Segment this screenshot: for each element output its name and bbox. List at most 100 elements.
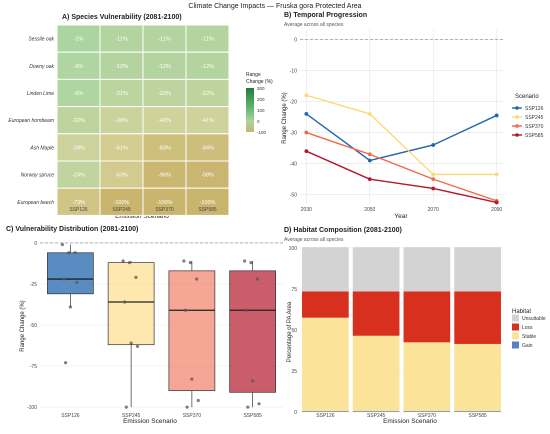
heatmap-cell xyxy=(142,133,187,162)
bar-segment-loss xyxy=(454,291,501,344)
x-tick-label: 2090 xyxy=(491,207,502,213)
heatmap-cell xyxy=(142,160,187,189)
series-line-ssp245 xyxy=(306,94,497,176)
box-ssp370 xyxy=(168,270,216,392)
series-point-ssp585 xyxy=(494,200,499,205)
bar-segment-stable xyxy=(454,343,501,412)
data-point xyxy=(195,277,199,281)
series-line-ssp370 xyxy=(306,131,497,202)
heatmap-cell xyxy=(56,187,101,216)
heatmap-cell-label: -100% xyxy=(200,200,216,206)
heatmap-cell-label: -98% xyxy=(201,173,214,179)
heatmap-cell xyxy=(56,78,101,108)
data-point xyxy=(127,261,132,265)
x-tick-label: SSP245 xyxy=(122,413,141,419)
legend-label: SSP370 xyxy=(525,124,544,130)
heatmap-cell-label: -12% xyxy=(201,64,214,70)
heatmap-row-label: Linden Lime xyxy=(27,91,54,97)
heatmap-row-label: European hornbeam xyxy=(8,118,54,124)
x-tick-label: SSP585 xyxy=(243,413,262,419)
series-point-ssp370 xyxy=(304,130,309,135)
heatmap-cell-label: -12% xyxy=(115,64,128,70)
color-legend-tick: -100 xyxy=(257,130,267,135)
panel-a-legend-title-1: Range xyxy=(246,72,261,78)
heatmap-cell-label: -21% xyxy=(115,91,128,97)
series-point-ssp126 xyxy=(494,113,499,118)
series-point-ssp370 xyxy=(367,152,372,157)
heatmap-cell xyxy=(185,160,230,189)
data-point xyxy=(63,361,68,365)
y-tick-label: 25 xyxy=(291,369,297,375)
x-tick-label: 2030 xyxy=(301,207,312,213)
heatmap-cell-label: -96% xyxy=(158,173,171,179)
data-point xyxy=(185,405,189,409)
y-tick-label: 0 xyxy=(34,241,37,247)
heatmap-cell-label: -61% xyxy=(115,145,128,151)
data-point xyxy=(135,344,140,348)
legend-label: Gain xyxy=(522,343,533,349)
series-point-ssp126 xyxy=(304,111,309,116)
panel-d-subtitle: Average across all species xyxy=(284,237,344,243)
series-point-ssp245 xyxy=(367,111,372,116)
y-tick-label: -20 xyxy=(290,99,297,105)
heatmap-cell xyxy=(142,106,187,135)
data-point xyxy=(196,398,200,403)
panel-d-legend-title: Habitat xyxy=(512,309,531,315)
data-point xyxy=(257,402,261,406)
data-point xyxy=(249,261,253,265)
y-tick-label: -30 xyxy=(290,131,297,137)
panel-b-subtitle: Average across all species xyxy=(284,22,344,28)
data-point xyxy=(60,242,64,247)
heatmap-cell-label: -100% xyxy=(157,200,173,206)
x-tick-label: SSP126 xyxy=(316,413,335,419)
legend-label: Unsuitable xyxy=(522,316,546,322)
x-tick-label: 2050 xyxy=(364,207,375,213)
heatmap-cell xyxy=(99,133,144,162)
x-tick-label: SSP370 xyxy=(183,413,202,419)
series-point-ssp585 xyxy=(304,149,309,154)
heatmap-cell xyxy=(99,187,144,216)
legend-swatch-unsuitable xyxy=(512,314,519,322)
x-tick-label: SSP245 xyxy=(367,413,386,419)
data-point xyxy=(183,308,188,312)
y-tick-label: -75 xyxy=(30,364,37,370)
heatmap-cell xyxy=(185,106,230,135)
heatmap-row-label: Ash Maple xyxy=(29,145,54,151)
heatmap-cell-label: -1% xyxy=(74,37,84,43)
panel-d-ylabel: Percentage of PA Area xyxy=(287,301,293,362)
bar-segment-gain xyxy=(352,411,400,412)
heatmap-cell-label: -39% xyxy=(72,145,85,151)
heatmap-column-label: SSP370 xyxy=(155,207,174,213)
heatmap-column-label: SSP245 xyxy=(112,207,131,213)
y-tick-label: 100 xyxy=(289,246,298,252)
panel-a-legend-title-2: Change (%) xyxy=(246,79,273,85)
series-point-ssp126 xyxy=(367,158,372,163)
heatmap-cell xyxy=(142,78,187,108)
data-point xyxy=(123,300,127,304)
heatmap-cell xyxy=(56,106,101,135)
panel-d-xlabel: Emission Scenario xyxy=(383,418,437,425)
heatmap-cell xyxy=(56,133,101,162)
y-tick-label: 0 xyxy=(294,410,297,416)
panel-b-title: B) Temporal Progression xyxy=(284,12,367,19)
legend-label: Stable xyxy=(522,334,536,340)
data-point xyxy=(68,305,72,309)
panel-b-legend-title: Scenario xyxy=(515,94,539,100)
bar-segment-unsuitable xyxy=(302,247,349,292)
color-legend-tick: 0 xyxy=(257,119,260,124)
y-tick-label: -40 xyxy=(290,162,297,168)
data-point xyxy=(129,341,133,345)
figure-title: Climate Change Impacts — Fruska gora Pro… xyxy=(188,3,361,10)
color-legend-bar xyxy=(246,88,254,132)
panel-a-heatmap: A) Species Vulnerability (2081-2100) Emi… xyxy=(8,14,273,220)
series-point-ssp585 xyxy=(431,186,436,191)
heatmap-row-label: Norway spruce xyxy=(21,173,55,179)
legend-label: SSP126 xyxy=(525,106,544,112)
data-point xyxy=(182,259,186,263)
color-legend-tick: 300 xyxy=(257,86,265,91)
data-point xyxy=(188,261,192,265)
heatmap-cell-label: -6% xyxy=(74,64,84,70)
series-line-ssp126 xyxy=(305,113,497,162)
heatmap-row-label: Downy oak xyxy=(29,64,54,70)
